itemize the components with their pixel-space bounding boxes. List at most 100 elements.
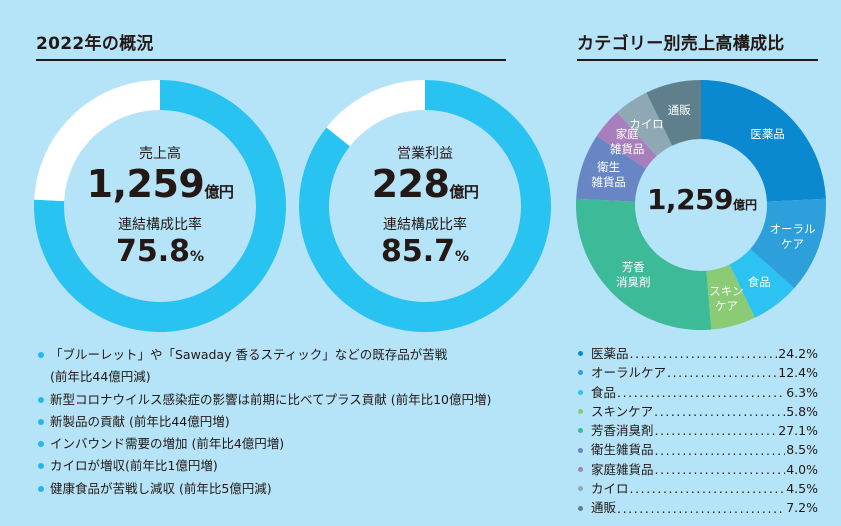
profit-ratio-unit: % [455,249,470,265]
sales-ratio-row: 75.8% [60,235,260,274]
bullet-item: 新型コロナウイルス感染症の影響は前期に比べてプラス貢献 (前年比10億円増) [36,389,491,411]
sales-ratio-unit: % [190,249,205,265]
legend-leader-dots: ........................................ [654,442,786,458]
profit-center: 営業利益 228億円 連結構成比率 85.7% [325,145,525,274]
legend-item: オーラルケア..................................… [578,363,818,382]
category-segment-label: 食品 [747,275,771,290]
legend-item: 医薬品.....................................… [578,344,818,363]
bullet-item: インバウンド需要の増加 (前年比4億円増) [36,433,491,455]
profit-value-row: 228億円 [325,163,525,213]
legend-name: 芳香消臭剤 [591,423,654,439]
category-segment-label: 通販 [667,102,691,117]
bullet-item: 新製品の貢献 (前年比44億円増) [36,411,491,433]
sales-ratio-value: 75.8 [115,234,190,269]
bullet-item: カイロが増収(前年比1億円増) [36,455,491,477]
legend-item: 芳香消臭剤...................................… [578,421,818,440]
legend-value: 7.2% [786,500,818,516]
profit-unit: 億円 [449,183,479,201]
legend-value: 24.2% [778,346,818,361]
category-center: 1,259億円 [640,183,764,216]
sales-value-row: 1,259億円 [60,163,260,213]
legend-name: 医薬品 [591,346,629,361]
legend-name: 衛生雑貨品 [591,442,654,458]
sales-center: 売上高 1,259億円 連結構成比率 75.8% [60,145,260,274]
legend-item: 食品......................................… [578,383,818,402]
legend-value: 5.8% [786,403,818,419]
legend-name: オーラルケア [591,365,667,381]
category-segment-label: オーラル ケア [769,222,816,252]
overview-title-rule [36,59,506,61]
bullet-item: 健康食品が苦戦し減収 (前年比5億円減) [36,478,491,500]
overview-bullet-list: 「ブルーレット」や「Sawaday 香るスティック」などの既存品が苦戦 (前年比… [36,344,491,500]
category-title: カテゴリー別売上高構成比 [577,34,785,54]
category-slice [617,92,673,157]
legend-leader-dots: ........................................ [617,384,785,400]
category-title-rule [577,59,818,61]
legend-value: 8.5% [786,442,818,458]
legend-item: カイロ.....................................… [578,479,818,498]
category-center-unit: 億円 [733,198,758,212]
category-donut [576,80,826,330]
legend-leader-dots: ........................................ [629,346,778,362]
legend-item: 家庭雑貨品...................................… [578,460,818,479]
category-slice [576,198,712,330]
legend-leader-dots: ........................................ [629,481,786,497]
legend-dot-icon [578,389,583,395]
sales-label: 売上高 [139,146,181,162]
category-slice [706,264,755,330]
legend-value: 6.3% [786,384,818,400]
legend-name: 家庭雑貨品 [591,461,654,477]
legend-item: スキンケア...................................… [578,402,818,421]
category-slice [576,136,646,202]
sales-unit: 億円 [204,183,234,201]
category-segment-label: カイロ [629,117,664,132]
profit-ratio-label: 連結構成比率 [383,217,467,233]
bullet-item: 「ブルーレット」や「Sawaday 香るスティック」などの既存品が苦戦 [36,344,491,366]
legend-leader-dots: ........................................ [654,461,786,477]
category-slice [596,112,657,169]
category-center-value: 1,259 [646,183,734,216]
sales-value: 1,259 [86,162,205,206]
category-slice [729,248,795,318]
legend-leader-dots: ........................................ [667,365,778,381]
legend-value: 4.5% [786,481,818,497]
legend-dot-icon [578,486,583,492]
category-segment-label: 衛生 雑貨品 [591,159,626,189]
profit-value: 228 [371,162,450,206]
legend-dot-icon [578,428,583,434]
overview-title: 2022年の概況 [36,34,154,54]
legend-dot-icon [578,370,583,376]
legend-leader-dots: ........................................ [617,500,785,516]
legend-value: 27.1% [778,423,818,439]
legend-value: 12.4% [778,365,818,381]
category-segment-label: 医薬品 [750,127,785,142]
category-legend: 医薬品.....................................… [578,344,818,518]
legend-name: カイロ [591,481,629,497]
legend-value: 4.0% [786,461,818,477]
category-segment-label: 芳香 消臭剤 [615,259,651,289]
category-segment-label: 家庭 雑貨品 [609,126,645,156]
profit-remainder-slice [326,80,425,147]
legend-name: 食品 [591,384,617,400]
category-segment-label: スキン ケア [709,283,744,313]
legend-item: 衛生雑貨品...................................… [578,440,818,459]
category-slice [646,80,701,146]
profit-ratio-donut [299,80,551,332]
legend-name: 通販 [591,500,617,516]
legend-leader-dots: ........................................ [654,404,785,420]
sales-ratio-donut [34,80,286,332]
legend-dot-icon [578,505,583,511]
sales-ratio-label: 連結構成比率 [118,217,202,233]
profit-ratio-value: 85.7 [380,234,455,269]
profit-label: 営業利益 [397,146,453,162]
legend-leader-dots: ........................................ [654,423,778,439]
legend-dot-icon [578,447,583,453]
legend-dot-icon [578,409,583,415]
category-slice [701,80,826,202]
profit-ratio-row: 85.7% [325,235,525,274]
legend-dot-icon [578,351,583,357]
sales-remainder-slice [34,80,160,202]
legend-dot-icon [578,466,583,472]
legend-name: スキンケア [591,403,654,419]
category-slice [750,198,826,289]
